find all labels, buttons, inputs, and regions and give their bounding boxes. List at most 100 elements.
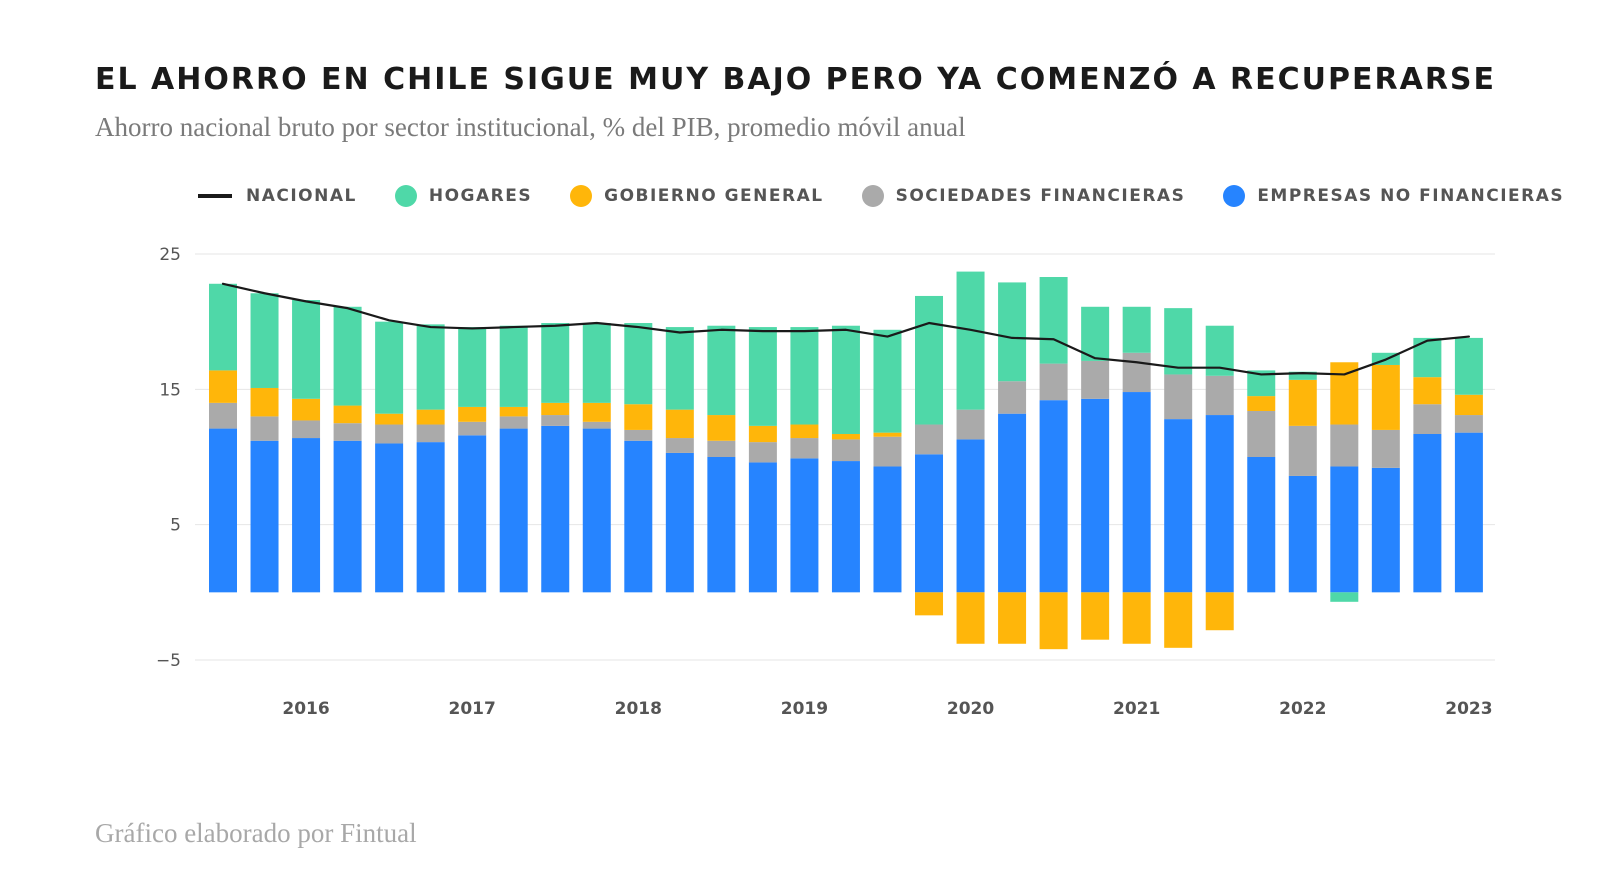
legend-label-hogares: HOGARES [428,186,533,206]
bar-segment-gobierno [1413,377,1442,405]
bar-segment-gobierno [790,424,819,439]
bar-segment-sociedades [873,436,902,467]
chart-subtitle: Ahorro nacional bruto por sector institu… [95,112,966,142]
legend-label-sociedades: SOCIEDADES FINANCIERAS [895,186,1186,206]
x-year-label: 2022 [1279,699,1326,719]
chart-title: EL AHORRO EN CHILE SIGUE MUY BAJO PERO Y… [95,62,1497,97]
bar-segment-sociedades [1205,375,1234,416]
bar-segment-empresas [956,439,985,593]
bar-segment-sociedades [1330,424,1359,467]
x-year-label: 2021 [1113,699,1160,719]
bar-segment-gobierno [1371,364,1400,430]
y-tick-label: 25 [159,245,181,265]
x-year-label: 2019 [781,699,828,719]
bar-segment-gobierno [209,370,237,403]
bar-segment-sociedades [831,439,860,462]
bar-segment-hogares [1454,337,1483,395]
bar-segment-gobierno [541,402,570,416]
bar-segment-empresas [1413,433,1442,593]
x-year-label: 2017 [449,699,496,719]
bar-segment-empresas [250,440,279,593]
legend-item-nacional: NACIONAL [198,186,357,206]
bar-segment-empresas [1330,466,1359,593]
bar-segment-gobierno [831,433,860,440]
bar-segment-hogares [790,327,819,425]
bar-segment-empresas [624,440,653,593]
bar-segment-empresas [1081,398,1110,593]
bar-segment-empresas [1288,475,1317,593]
bar-segment-sociedades [582,421,611,429]
bar-segment-sociedades [1413,404,1442,434]
bar-segment-hogares [748,327,777,426]
bar-segment-empresas [582,428,611,593]
bar-segment-gobierno [250,387,279,417]
bar-segment-gobierno [624,404,653,430]
legend-item-empresas: EMPRESAS NO FINANCIERAS [1223,185,1564,207]
bar-segment-gobierno [1122,592,1151,644]
bar-segment-hogares [1413,337,1442,378]
bar-segment-hogares [541,323,570,403]
bar-segment-hogares [624,323,653,405]
bar-segment-hogares [707,325,736,416]
bar-segment-gobierno [458,406,487,422]
bar-segment-hogares [458,327,487,407]
bar-segment-empresas [1454,432,1483,593]
bar-segment-sociedades [998,381,1027,414]
bar-segment-sociedades [541,415,570,426]
x-year-label: 2016 [282,699,329,719]
bars-layer [209,271,1483,650]
bar-segment-empresas [915,454,944,593]
y-tick-label: 15 [159,380,181,400]
legend-swatch-gobierno [570,185,593,207]
bar-segment-gobierno [1164,592,1193,648]
bar-segment-empresas [1371,467,1400,593]
bar-segment-empresas [665,452,694,593]
legend-item-gobierno: GOBIERNO GENERAL [570,185,823,207]
bar-segment-sociedades [1164,374,1193,420]
bar-segment-gobierno [707,415,736,441]
bar-segment-sociedades [1122,352,1151,393]
bar-segment-sociedades [1288,425,1317,476]
bar-segment-empresas [1205,415,1234,593]
legend-label-nacional: NACIONAL [246,186,357,206]
legend-item-hogares: HOGARES [394,185,533,207]
bar-segment-sociedades [250,416,279,441]
legend-swatch-nacional [198,194,232,198]
bar-segment-empresas [831,461,860,593]
bar-segment-hogares [1164,308,1193,375]
legend-label-empresas: EMPRESAS NO FINANCIERAS [1257,186,1565,206]
bar-segment-gobierno [998,592,1027,644]
bar-segment-gobierno [416,409,445,425]
bar-segment-sociedades [375,424,404,444]
bar-segment-gobierno [333,405,362,424]
bar-segment-hogares [1039,277,1068,364]
bar-segment-hogares [1288,371,1317,380]
bar-segment-gobierno [915,592,944,616]
legend-swatch-hogares [394,185,417,207]
bar-segment-empresas [416,442,445,593]
bar-segment-gobierno [748,425,777,443]
axis-layer: 25 15 5 −5 2016 2017 2018 2019 2020 2021 2022 2023 [156,245,1493,719]
legend-swatch-empresas [1223,185,1246,207]
bar-segment-empresas [209,428,237,593]
bar-segment-empresas [541,425,570,593]
bar-segment-empresas [1122,392,1151,593]
bar-segment-hogares [499,325,528,407]
y-tick-label: 5 [170,516,181,536]
bar-segment-hogares [915,295,944,425]
legend-swatch-sociedades [861,185,884,207]
bar-segment-empresas [1247,457,1276,593]
bar-segment-hogares [1081,306,1110,361]
bar-segment-gobierno [1454,394,1483,416]
bar-segment-empresas [1039,400,1068,593]
bar-segment-empresas [1164,419,1193,593]
bar-segment-sociedades [1039,363,1068,401]
bar-segment-empresas [292,438,321,593]
legend-label-gobierno: GOBIERNO GENERAL [604,186,824,206]
bar-segment-sociedades [624,429,653,441]
bar-segment-sociedades [665,438,694,453]
bar-segment-hogares [250,293,279,388]
bar-segment-empresas [333,440,362,593]
bar-segment-hogares [209,283,237,371]
